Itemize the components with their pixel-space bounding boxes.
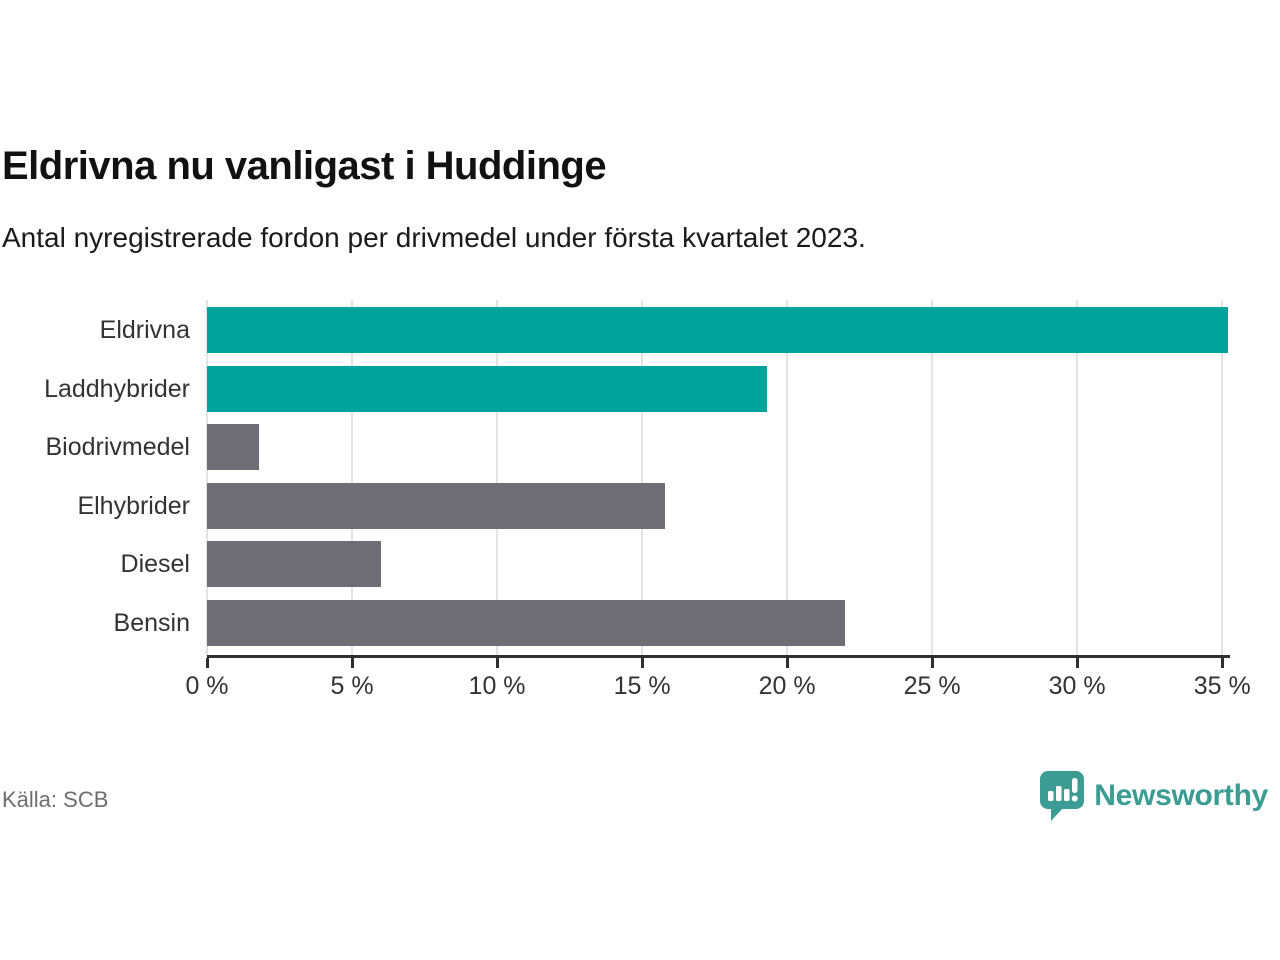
category-label-column: Eldrivna Laddhybrider Biodrivmedel Elhybrid… bbox=[0, 300, 190, 656]
category-label-eldrivna: Eldrivna bbox=[99, 316, 190, 344]
bar-biodrivmedel bbox=[207, 424, 260, 471]
gridline-35 bbox=[1221, 300, 1224, 656]
newsworthy-wordmark: Newsworthy bbox=[1094, 779, 1268, 812]
x-tick-label-15: 15 % bbox=[613, 672, 671, 700]
bar-diesel bbox=[207, 541, 382, 588]
bar-eldrivna bbox=[207, 307, 1228, 353]
x-tick-label-30: 30 % bbox=[1048, 672, 1106, 700]
gridline-20 bbox=[786, 300, 789, 656]
gridline-30 bbox=[1076, 300, 1079, 656]
gridline-10 bbox=[496, 300, 499, 656]
x-tick-20 bbox=[785, 658, 789, 668]
category-label-biodrivmedel: Biodrivmedel bbox=[45, 433, 190, 462]
x-tick-5 bbox=[350, 658, 354, 668]
chart-subtitle: Antal nyregistrerade fordon per drivmede… bbox=[2, 222, 866, 253]
x-tick-label-0: 0 % bbox=[185, 672, 229, 700]
plot-area bbox=[206, 300, 1228, 656]
source-label: Källa: SCB bbox=[2, 787, 109, 812]
newsworthy-logo-icon bbox=[1040, 771, 1085, 821]
x-tick-15 bbox=[640, 658, 644, 668]
x-axis-line bbox=[207, 655, 1230, 658]
gridline-25 bbox=[931, 300, 934, 656]
x-tick-label-25: 25 % bbox=[903, 672, 961, 700]
newsworthy-logo[interactable]: Newsworthy bbox=[1039, 770, 1268, 822]
gridline-5 bbox=[351, 300, 354, 656]
gridline-0 bbox=[206, 300, 208, 656]
category-label-elhybrider: Elhybrider bbox=[77, 491, 190, 520]
bar-chart: Eldrivna Laddhybrider Biodrivmedel Elhybrid… bbox=[0, 300, 1260, 710]
category-label-diesel: Diesel bbox=[120, 550, 190, 579]
category-label-bensin: Bensin bbox=[113, 609, 190, 637]
x-tick-label-10: 10 % bbox=[468, 672, 526, 700]
x-tick-10 bbox=[495, 658, 499, 668]
bar-elhybrider bbox=[207, 482, 666, 529]
gridline-15 bbox=[641, 300, 644, 656]
x-tick-25 bbox=[930, 658, 934, 668]
x-tick-30 bbox=[1075, 658, 1079, 668]
bar-bensin bbox=[207, 600, 846, 646]
x-tick-35 bbox=[1220, 658, 1224, 668]
x-tick-label-20: 20 % bbox=[758, 672, 816, 700]
x-tick-label-5: 5 % bbox=[330, 672, 374, 700]
x-tick-0 bbox=[205, 658, 209, 668]
x-tick-label-35: 35 % bbox=[1193, 672, 1251, 700]
chart-title: Eldrivna nu vanligast i Huddinge bbox=[2, 144, 607, 188]
category-label-laddhybrider: Laddhybrider bbox=[44, 374, 190, 403]
bar-laddhybrider bbox=[207, 365, 767, 412]
x-axis-ticks: 0 % 5 % 10 % 15 % 20 % 25 % 30 % 35 % bbox=[185, 658, 1251, 703]
